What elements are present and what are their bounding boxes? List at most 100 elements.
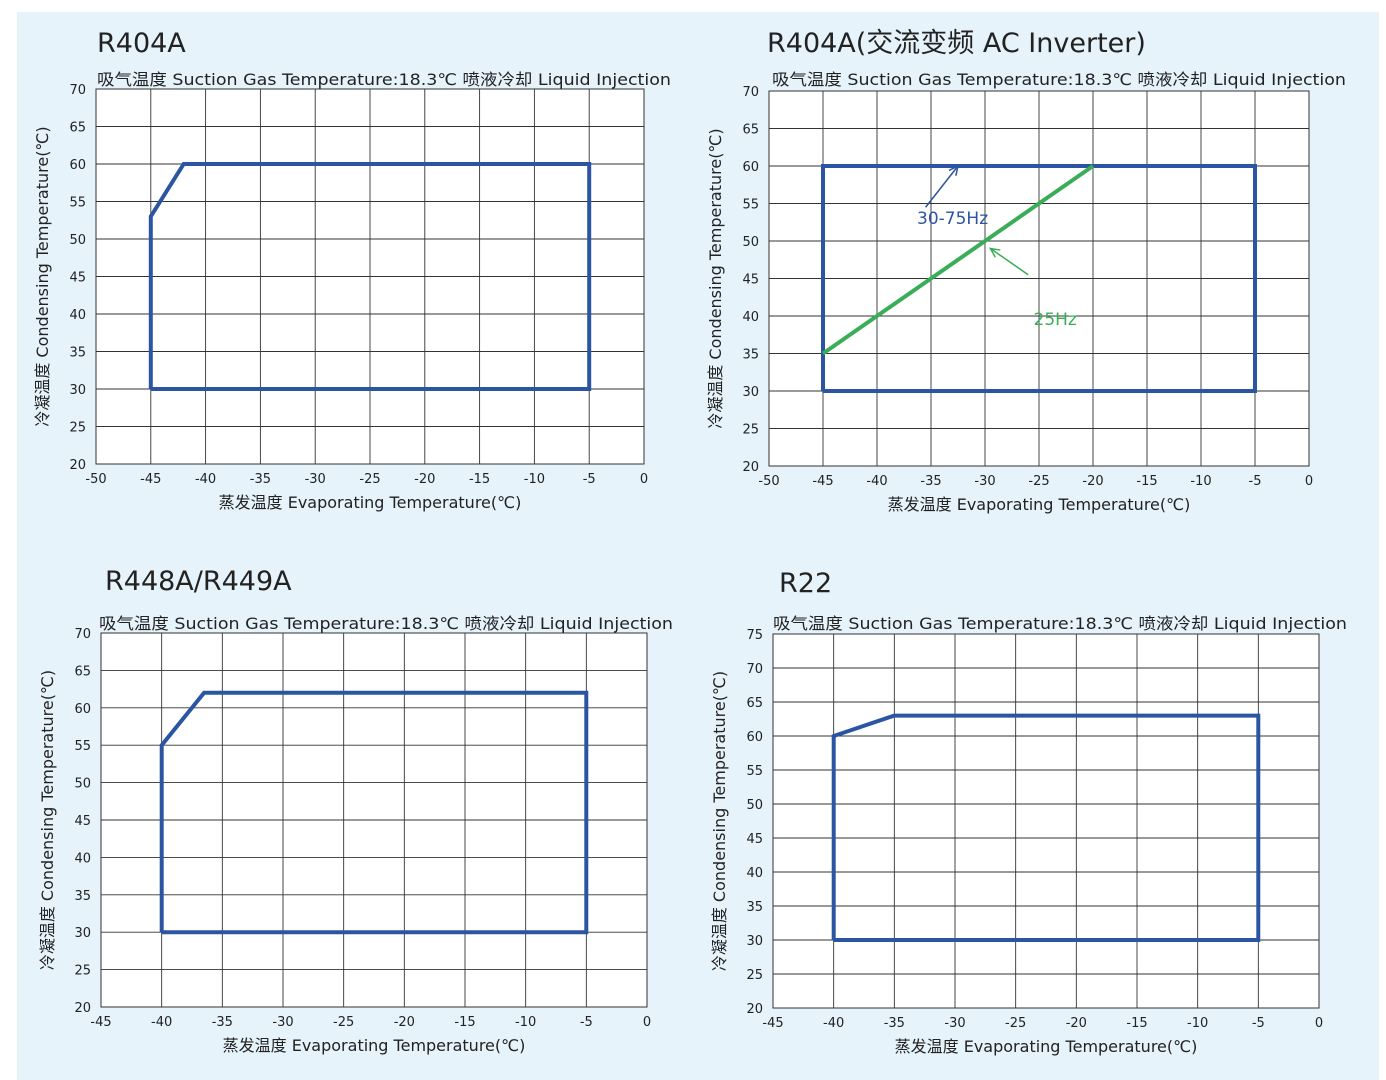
chart-subtitle: 吸气温度 Suction Gas Temperature:18.3℃ 喷液冷却 …	[97, 70, 671, 89]
y-axis-label: 冷凝温度 Condensing Temperature(℃)	[706, 128, 725, 428]
y-tick-label: 40	[742, 310, 759, 325]
y-tick-label: 65	[742, 123, 759, 138]
x-tick-label: -5	[1252, 1016, 1265, 1031]
x-tick-label: -20	[1082, 474, 1103, 489]
chart-title: R448A/R449A	[105, 566, 292, 597]
annotation-arrow	[925, 165, 959, 208]
annotation-arrow	[989, 247, 1029, 276]
x-tick-label: 0	[1305, 474, 1313, 489]
y-tick-label: 70	[742, 85, 759, 100]
x-tick-label: -10	[1190, 474, 1211, 489]
y-tick-label: 35	[742, 348, 759, 363]
y-tick-label: 35	[74, 889, 91, 904]
y-tick-label: 25	[746, 968, 763, 983]
x-tick-label: -20	[394, 1015, 415, 1030]
y-tick-label: 50	[69, 233, 86, 248]
y-tick-label: 35	[69, 346, 86, 361]
y-axis-label: 冷凝温度 Condensing Temperature(℃)	[33, 126, 52, 426]
x-tick-label: -5	[583, 472, 596, 487]
x-tick-label: -35	[212, 1015, 233, 1030]
y-axis-label: 冷凝温度 Condensing Temperature(℃)	[38, 670, 57, 970]
x-tick-label: -15	[469, 472, 490, 487]
x-tick-label: -45	[90, 1015, 111, 1030]
x-tick-label: -25	[1028, 474, 1049, 489]
y-tick-label: 50	[742, 235, 759, 250]
x-tick-label: -15	[1136, 474, 1157, 489]
annotation-label: 25Hz	[1034, 310, 1077, 330]
y-axis-label: 冷凝温度 Condensing Temperature(℃)	[710, 671, 729, 971]
annotation-arrowhead	[948, 164, 960, 176]
charts-canvas: -50 -45 -40 -35 -30 -25 -20 -15 -10 -5 02025303540…	[33, 28, 1347, 1056]
x-tick-label: -10	[515, 1015, 536, 1030]
x-tick-label: -25	[333, 1015, 354, 1030]
y-tick-label: 65	[746, 696, 763, 711]
x-tick-label: 0	[1315, 1016, 1323, 1031]
x-axis-label: 蒸发温度 Evaporating Temperature(℃)	[223, 1036, 526, 1055]
series-line	[148, 162, 592, 391]
y-tick-label: 70	[69, 83, 86, 98]
x-tick-label: -30	[272, 1015, 293, 1030]
x-tick-label: -40	[823, 1016, 844, 1031]
chart-title: R404A	[97, 28, 186, 59]
x-tick-label: -45	[812, 474, 833, 489]
x-tick-label: -20	[1066, 1016, 1087, 1031]
y-tick-label: 55	[74, 739, 91, 754]
chart-1: -50 -45 -40 -35 -30 -25 -20 -15 -10 -5 02025303540…	[33, 28, 671, 512]
x-tick-label: -50	[758, 474, 779, 489]
series-line-30-75hz	[821, 164, 1257, 393]
y-tick-label: 45	[746, 832, 763, 847]
x-tick-label: -30	[974, 474, 995, 489]
y-tick-label: 30	[746, 934, 763, 949]
x-tick-label: -5	[580, 1015, 593, 1030]
chart-3: -45 -40 -35 -30 -25 -20 -15 -10 -5 0 20 25 30 35 40 45 5…	[38, 566, 673, 1055]
x-tick-label: -20	[414, 472, 435, 487]
x-tick-label: -40	[151, 1015, 172, 1030]
chart-subtitle: 吸气温度 Suction Gas Temperature:18.3℃ 喷液冷却 …	[773, 614, 1347, 633]
x-tick-label: -35	[920, 474, 941, 489]
y-tick-label: 30	[74, 926, 91, 941]
x-tick-label: -50	[85, 472, 106, 487]
chart-subtitle: 吸气温度 Suction Gas Temperature:18.3℃ 喷液冷却 …	[99, 614, 673, 633]
y-tick-label: 55	[746, 764, 763, 779]
y-tick-label: 50	[746, 798, 763, 813]
chart-4: -45 -40 -35 -30 -25 -20 -15 -10 -5 0 20 25 30 35 40 45 5…	[710, 568, 1347, 1056]
y-tick-label: 30	[742, 385, 759, 400]
series-line-25hz	[821, 164, 1095, 356]
y-tick-label: 45	[74, 814, 91, 829]
y-tick-label: 40	[74, 851, 91, 866]
chart-subtitle: 吸气温度 Suction Gas Temperature:18.3℃ 喷液冷却 …	[772, 70, 1346, 89]
y-tick-label: 45	[69, 271, 86, 286]
x-axis-label: 蒸发温度 Evaporating Temperature(℃)	[219, 493, 522, 512]
y-tick-label: 65	[69, 121, 86, 136]
y-tick-label: 60	[74, 702, 91, 717]
series-line	[159, 690, 589, 935]
plot-area	[772, 633, 1320, 1009]
y-tick-label: 70	[74, 627, 91, 642]
chart-title: R404A(交流变频 AC Inverter)	[767, 28, 1146, 59]
y-tick-label: 20	[74, 1001, 91, 1016]
x-tick-label: 0	[643, 1015, 651, 1030]
x-tick-label: -5	[1249, 474, 1262, 489]
y-tick-label: 20	[746, 1002, 763, 1017]
y-tick-label: 55	[742, 198, 759, 213]
x-tick-label: -10	[1187, 1016, 1208, 1031]
x-tick-label: -15	[1126, 1016, 1147, 1031]
x-axis-label: 蒸发温度 Evaporating Temperature(℃)	[895, 1037, 1198, 1056]
y-tick-label: 45	[742, 273, 759, 288]
x-tick-label: -10	[524, 472, 545, 487]
chart-panel: -50 -45 -40 -35 -30 -25 -20 -15 -10 -5 0 20 25 30 35 40…	[17, 12, 1379, 1080]
y-tick-label: 65	[74, 664, 91, 679]
y-tick-label: 40	[69, 308, 86, 323]
series-line	[831, 713, 1261, 942]
y-tick-label: 60	[742, 160, 759, 175]
x-tick-label: -15	[454, 1015, 475, 1030]
y-tick-label: 75	[746, 628, 763, 643]
y-tick-label: 60	[69, 158, 86, 173]
annotation-arrowhead	[988, 247, 1001, 258]
y-tick-label: 30	[69, 383, 86, 398]
x-tick-label: -25	[1005, 1016, 1026, 1031]
chart-title: R22	[779, 568, 832, 599]
y-tick-label: 55	[69, 196, 86, 211]
y-tick-label: 25	[74, 964, 91, 979]
y-tick-label: 40	[746, 866, 763, 881]
